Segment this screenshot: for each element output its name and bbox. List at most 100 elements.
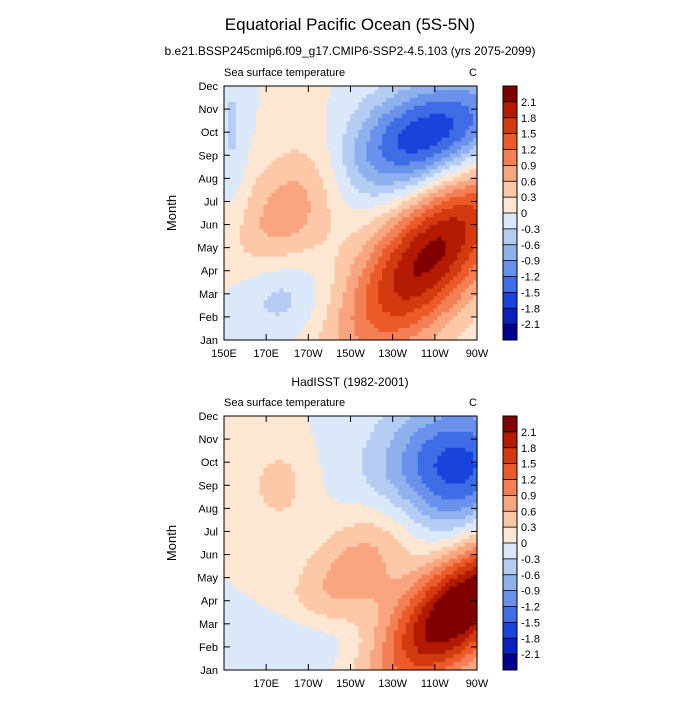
heatmap-cell	[267, 245, 272, 250]
heatmap-cell	[390, 229, 395, 234]
heatmap-cell	[232, 205, 237, 210]
heatmap-cell	[351, 312, 356, 317]
heatmap-cell	[264, 253, 269, 258]
heatmap-cell	[240, 273, 245, 278]
heatmap-cell	[453, 324, 458, 329]
colorbar-swatch	[503, 134, 517, 150]
heatmap-cell	[386, 114, 391, 119]
heatmap-cell	[418, 189, 423, 194]
heatmap-cell	[445, 237, 450, 242]
heatmap-cell	[244, 284, 249, 289]
heatmap-cell	[422, 173, 427, 178]
heatmap-cell	[374, 177, 379, 182]
heatmap-cell	[441, 460, 446, 465]
heatmap-cell	[410, 265, 415, 270]
heatmap-cell	[307, 273, 312, 278]
heatmap-cell	[248, 292, 253, 297]
heatmap-cell	[335, 261, 340, 266]
heatmap-cell	[449, 249, 454, 254]
heatmap-cell	[275, 90, 280, 95]
heatmap-cell	[394, 209, 399, 214]
heatmap-cell	[386, 273, 391, 278]
heatmap-cell	[279, 273, 284, 278]
heatmap-cell	[252, 130, 257, 135]
heatmap-cell	[374, 416, 379, 421]
heatmap-cell	[248, 261, 253, 266]
heatmap-cell	[232, 448, 237, 453]
heatmap-cell	[323, 161, 328, 166]
heatmap-cell	[402, 205, 407, 210]
heatmap-cell	[275, 428, 280, 433]
heatmap-cell	[378, 300, 383, 305]
heatmap-cell	[465, 94, 470, 99]
heatmap-cell	[299, 416, 304, 421]
heatmap-cell	[422, 265, 427, 270]
heatmap-cell	[303, 209, 308, 214]
heatmap-cell	[228, 118, 233, 123]
heatmap-cell	[461, 288, 466, 293]
heatmap-cell	[358, 456, 363, 461]
heatmap-cell	[287, 269, 292, 274]
heatmap-cell	[335, 440, 340, 445]
heatmap-cell	[410, 253, 415, 258]
heatmap-cell	[339, 225, 344, 230]
heatmap-cell	[315, 420, 320, 425]
heatmap-cell	[224, 452, 229, 457]
heatmap-cell	[437, 106, 442, 111]
heatmap-cell	[279, 130, 284, 135]
heatmap-cell	[422, 292, 427, 297]
heatmap-cell	[390, 193, 395, 198]
heatmap-cell	[295, 277, 300, 282]
heatmap-cell	[410, 225, 415, 230]
heatmap-cell	[378, 320, 383, 325]
heatmap-cell	[224, 296, 229, 301]
heatmap-cell	[382, 245, 387, 250]
heatmap-cell	[271, 416, 276, 421]
heatmap-cell	[275, 316, 280, 321]
heatmap-cell	[236, 209, 241, 214]
heatmap-cell	[323, 185, 328, 190]
heatmap-cell	[366, 280, 371, 285]
heatmap-cell	[283, 94, 288, 99]
heatmap-cell	[358, 98, 363, 103]
heatmap-cell	[260, 448, 265, 453]
heatmap-cell	[331, 122, 336, 127]
heatmap-cell	[378, 452, 383, 457]
heatmap-cell	[410, 304, 415, 309]
heatmap-cell	[358, 277, 363, 282]
heatmap-cell	[256, 173, 261, 178]
heatmap-cell	[374, 265, 379, 270]
heatmap-cell	[331, 142, 336, 147]
heatmap-cell	[224, 280, 229, 285]
heatmap-cell	[465, 102, 470, 107]
colorbar-label: 0.6	[521, 176, 536, 188]
heatmap-cell	[240, 213, 245, 218]
heatmap-cell	[351, 332, 356, 337]
heatmap-cell	[315, 209, 320, 214]
heatmap-cell	[441, 456, 446, 461]
heatmap-cell	[457, 332, 462, 337]
heatmap-cell	[240, 161, 245, 166]
heatmap-cell	[319, 142, 324, 147]
heatmap-cell	[307, 452, 312, 457]
heatmap-cell	[370, 237, 375, 242]
heatmap-cell	[240, 440, 245, 445]
heatmap-cell	[271, 225, 276, 230]
heatmap-cell	[434, 225, 439, 230]
heatmap-cell	[390, 110, 395, 115]
heatmap-cell	[252, 134, 257, 139]
heatmap-cell	[343, 157, 348, 162]
heatmap-cell	[414, 177, 419, 182]
heatmap-cell	[260, 213, 265, 218]
heatmap-cell	[366, 98, 371, 103]
heatmap-cell	[358, 193, 363, 198]
heatmap-cell	[374, 452, 379, 457]
heatmap-cell	[437, 265, 442, 270]
heatmap-cell	[244, 241, 249, 246]
heatmap-cell	[252, 277, 257, 282]
heatmap-cell	[260, 153, 265, 158]
heatmap-cell	[430, 110, 435, 115]
heatmap-cell	[244, 165, 249, 170]
heatmap-cell	[264, 324, 269, 329]
heatmap-cell	[228, 114, 233, 119]
